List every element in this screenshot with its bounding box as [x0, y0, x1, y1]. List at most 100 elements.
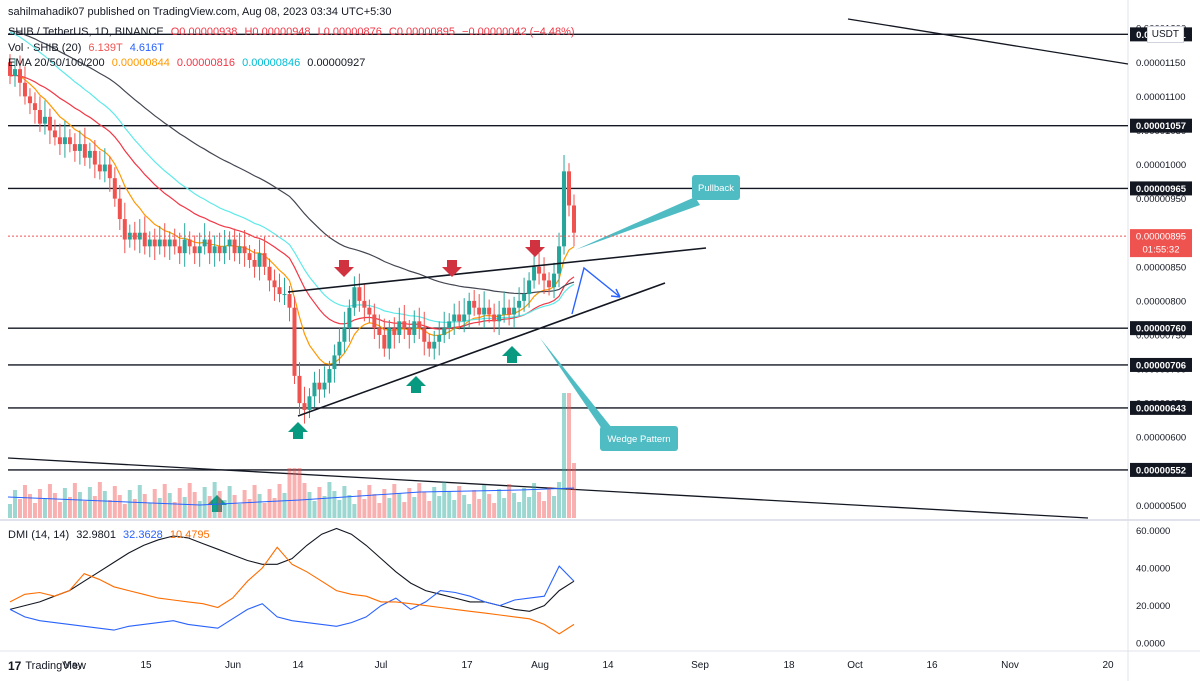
volume-legend[interactable]: Vol · SHIB (20) 6.139T 4.616T — [8, 42, 168, 54]
ohlc-high: H0.00000948 — [244, 26, 311, 38]
volume-bar — [437, 496, 442, 518]
candle-body — [27, 96, 32, 104]
wedge-callout-label: Wedge Pattern — [607, 434, 670, 445]
candle-body — [202, 239, 207, 247]
candle-body — [527, 280, 532, 295]
x-tick-label: Jun — [225, 660, 241, 671]
price-axis[interactable]: May 15 Jun 14 Jul 17 Aug 14 Sep 18 Oct 16 Nov 20 0.000… — [64, 24, 1192, 671]
candle-body — [247, 253, 252, 260]
volume-panel — [7, 393, 576, 518]
support-arrow-up-icon — [502, 346, 522, 363]
wedge-lower-line — [297, 282, 666, 417]
volume-bar — [162, 484, 167, 518]
candle-body — [362, 300, 367, 308]
candle-body — [92, 150, 97, 165]
candle-body — [557, 246, 562, 274]
level-label-box — [1130, 357, 1192, 372]
x-tick-label: 16 — [926, 660, 938, 671]
currency-unit[interactable]: USDT — [1146, 26, 1184, 43]
volume-bar — [347, 495, 352, 518]
candle-body — [482, 307, 487, 315]
candle-body — [37, 110, 42, 124]
candle-body — [57, 137, 62, 145]
volume-bar — [87, 487, 92, 518]
volume-bar — [517, 502, 522, 518]
candle-body — [42, 116, 47, 124]
candle-body — [392, 328, 397, 335]
candle-body — [207, 239, 212, 254]
candle-body — [142, 232, 147, 247]
candle-body — [432, 341, 437, 349]
volume-bar — [132, 499, 137, 518]
volume-bar — [207, 496, 212, 518]
dmi-minus-line — [9, 546, 575, 635]
volume-bar — [67, 497, 72, 518]
candle-body — [542, 273, 547, 281]
y-tick-label: 0.00001100 — [1136, 92, 1186, 103]
candle-body — [532, 266, 537, 281]
volume-bar — [177, 488, 182, 518]
volume-bar — [142, 494, 147, 518]
volume-label: Vol · SHIB (20) — [8, 42, 82, 54]
pullback-callout-label: Pullback — [698, 183, 734, 194]
candle-body — [347, 307, 352, 329]
candle-body — [372, 314, 377, 329]
candle-body — [422, 328, 427, 342]
volume-bar — [377, 503, 382, 518]
candle-body — [382, 334, 387, 349]
candle-body — [8, 62, 12, 76]
candle-body — [297, 375, 302, 404]
x-tick-label: Sep — [691, 660, 709, 671]
volume-bar — [427, 501, 432, 518]
x-tick-label: 14 — [292, 660, 304, 671]
candle-body — [312, 382, 317, 397]
symbol-legend[interactable]: SHIB / TetherUS, 1D, BINANCE O0.00000938… — [8, 26, 579, 38]
volume-bar — [47, 484, 52, 518]
volume-bar — [527, 497, 532, 518]
y-tick-label: 0.00000500 — [1136, 501, 1186, 512]
y-tick-label: 0.00000850 — [1136, 262, 1186, 273]
volume-bar — [112, 486, 117, 518]
level-label: 0.00001057 — [1136, 121, 1186, 132]
candle-body — [117, 198, 122, 220]
volume-bar — [102, 491, 107, 518]
dmi-legend[interactable]: DMI (14, 14) 32.9801 32.3628 10.4795 — [8, 529, 214, 541]
candle-body — [572, 205, 576, 233]
candle-body — [377, 328, 382, 335]
volume-bar — [147, 503, 152, 518]
candle-body — [407, 328, 412, 335]
x-tick-label: 20 — [1102, 660, 1114, 671]
volume-bar — [197, 501, 202, 518]
y-tick-label: 0.00000750 — [1136, 330, 1186, 341]
volume-bar — [522, 488, 527, 518]
candle-body — [442, 328, 447, 335]
candle-body — [72, 144, 77, 151]
candle-body — [332, 355, 337, 370]
x-tick-label: 14 — [602, 660, 614, 671]
level-label-box — [1130, 181, 1192, 196]
volume-bar — [307, 492, 312, 518]
volume-bar — [252, 485, 257, 518]
tradingview-logo[interactable]: 17 TradingView — [8, 659, 86, 673]
volume-bar — [402, 502, 407, 518]
candle-body — [517, 300, 522, 308]
candle-body — [322, 382, 327, 390]
dmi-plus-line — [9, 565, 575, 631]
price-panel[interactable]: Pullback Wedge Pattern — [7, 18, 1129, 519]
candle-body — [507, 307, 512, 315]
volume-bar — [352, 504, 357, 518]
volume-bar — [187, 483, 192, 518]
candle-body — [217, 246, 222, 254]
volume-bar — [72, 483, 77, 518]
volume-bar — [397, 493, 402, 518]
candle-body — [307, 396, 312, 410]
ema-legend[interactable]: EMA 20/50/100/200 0.00000844 0.00000816 … — [8, 57, 369, 69]
volume-bar — [52, 493, 57, 518]
volume-bar — [567, 393, 572, 518]
volume-bar — [292, 468, 297, 518]
volume-bar — [117, 495, 122, 518]
volume-bar — [547, 487, 552, 518]
resistance-arrow-down-icon — [442, 260, 462, 277]
